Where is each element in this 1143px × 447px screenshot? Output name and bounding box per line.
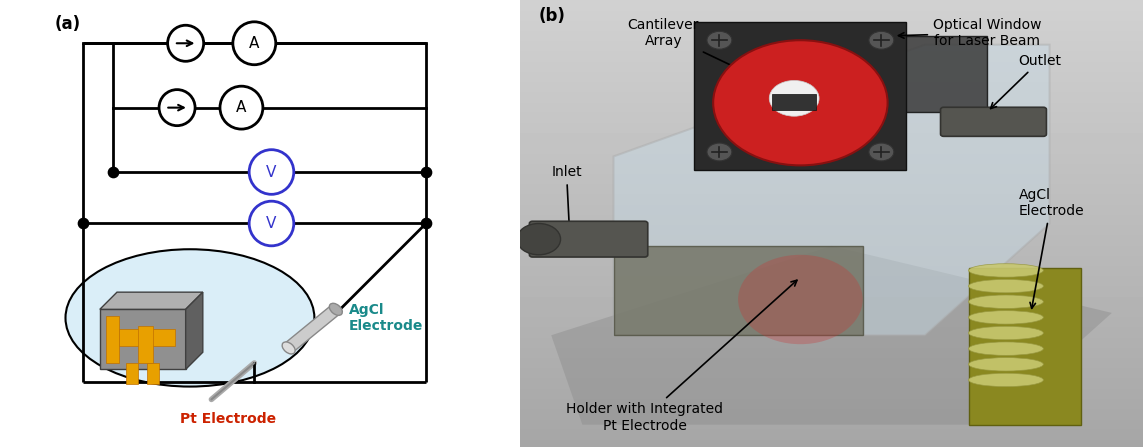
FancyBboxPatch shape (119, 329, 175, 346)
Text: AgCl
Electrode: AgCl Electrode (349, 303, 423, 333)
FancyBboxPatch shape (126, 363, 137, 384)
Circle shape (168, 25, 203, 61)
Ellipse shape (968, 311, 1044, 324)
Circle shape (769, 80, 820, 116)
Polygon shape (614, 45, 1049, 335)
Ellipse shape (968, 279, 1044, 293)
FancyBboxPatch shape (941, 107, 1047, 136)
FancyBboxPatch shape (773, 94, 816, 110)
Point (104, 169, 122, 176)
Circle shape (738, 255, 863, 344)
Polygon shape (99, 292, 202, 309)
Circle shape (249, 150, 294, 194)
Text: (a): (a) (55, 15, 81, 34)
Circle shape (869, 31, 894, 49)
Circle shape (706, 31, 732, 49)
Text: V: V (266, 164, 277, 180)
Circle shape (517, 224, 560, 255)
Circle shape (713, 40, 888, 165)
Polygon shape (614, 246, 863, 335)
Polygon shape (285, 305, 341, 352)
Ellipse shape (968, 326, 1044, 340)
FancyBboxPatch shape (147, 363, 159, 384)
Text: V: V (266, 216, 277, 231)
Polygon shape (551, 246, 1112, 425)
Point (417, 220, 435, 227)
Circle shape (233, 22, 275, 65)
Ellipse shape (968, 342, 1044, 355)
Circle shape (219, 86, 263, 129)
Ellipse shape (65, 249, 314, 387)
Polygon shape (99, 309, 185, 369)
Ellipse shape (968, 295, 1044, 308)
Circle shape (159, 89, 195, 126)
Ellipse shape (329, 304, 343, 315)
FancyBboxPatch shape (106, 316, 119, 363)
Polygon shape (185, 292, 202, 369)
Text: (b): (b) (538, 7, 566, 25)
Text: AgCl
Electrode: AgCl Electrode (1018, 188, 1084, 308)
Ellipse shape (968, 264, 1044, 277)
Circle shape (706, 143, 732, 161)
Text: Cantilever
Array: Cantilever Array (628, 18, 777, 88)
Ellipse shape (968, 358, 1044, 371)
Circle shape (869, 143, 894, 161)
FancyBboxPatch shape (968, 268, 1081, 425)
Text: Pt Electrode: Pt Electrode (181, 412, 277, 426)
Text: Holder with Integrated
Pt Electrode: Holder with Integrated Pt Electrode (566, 280, 797, 433)
FancyBboxPatch shape (138, 326, 153, 363)
Text: Inlet: Inlet (551, 165, 582, 235)
Text: A: A (237, 100, 247, 115)
FancyBboxPatch shape (529, 221, 648, 257)
Text: Optical Window
for Laser Beam: Optical Window for Laser Beam (898, 18, 1041, 48)
Text: Outlet: Outlet (991, 54, 1062, 109)
Polygon shape (695, 22, 906, 170)
Point (417, 169, 435, 176)
Polygon shape (863, 36, 988, 112)
Ellipse shape (968, 373, 1044, 387)
Text: A: A (249, 36, 259, 51)
Ellipse shape (282, 342, 295, 354)
Point (73, 220, 91, 227)
Circle shape (249, 201, 294, 246)
